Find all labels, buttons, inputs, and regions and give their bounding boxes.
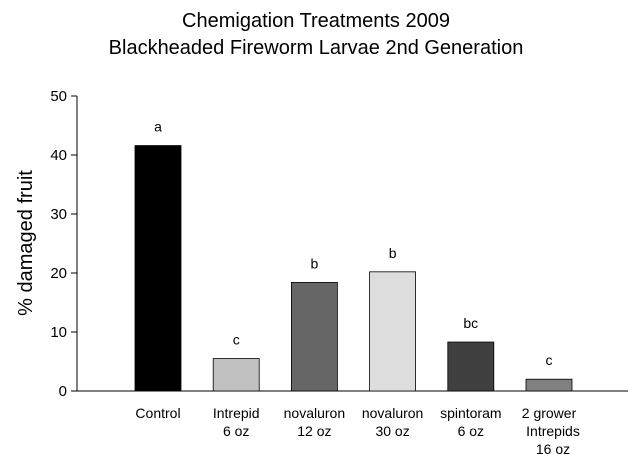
chart-subtitle: Blackheaded Fireworm Larvae 2nd Generati… bbox=[109, 37, 524, 59]
bar-annotation: b bbox=[311, 255, 319, 271]
y-tick-label: 0 bbox=[59, 383, 67, 400]
bar bbox=[447, 341, 495, 392]
bar-annotation: bc bbox=[463, 315, 478, 331]
x-tick-label: Intrepid 6 oz bbox=[213, 405, 260, 439]
chart-title: Chemigation Treatments 2009 bbox=[182, 10, 450, 32]
y-axis-label: % damaged fruit bbox=[15, 170, 37, 316]
x-tick-label: 2 grower Intrepids 16 oz bbox=[522, 405, 580, 457]
bar-annotation: a bbox=[154, 119, 162, 135]
bar bbox=[290, 282, 338, 392]
bar-annotation: c bbox=[546, 352, 553, 368]
y-tick-label: 30 bbox=[50, 206, 67, 223]
x-tick-label: Control bbox=[135, 405, 180, 421]
bar bbox=[134, 145, 182, 392]
bar-annotation: b bbox=[389, 245, 397, 261]
x-tick-label: spintoram 6 oz bbox=[440, 405, 501, 439]
x-tick-label: novaluron 30 oz bbox=[362, 405, 424, 439]
y-tick-label: 10 bbox=[50, 324, 67, 341]
bar bbox=[525, 378, 573, 392]
y-tick-label: 20 bbox=[50, 265, 67, 282]
x-tick-label: novaluron 12 oz bbox=[284, 405, 346, 439]
y-tick-label: 50 bbox=[50, 88, 67, 105]
bar-annotation: c bbox=[233, 332, 240, 348]
bar bbox=[212, 358, 260, 392]
y-tick-label: 40 bbox=[50, 147, 67, 164]
bar bbox=[369, 271, 417, 392]
